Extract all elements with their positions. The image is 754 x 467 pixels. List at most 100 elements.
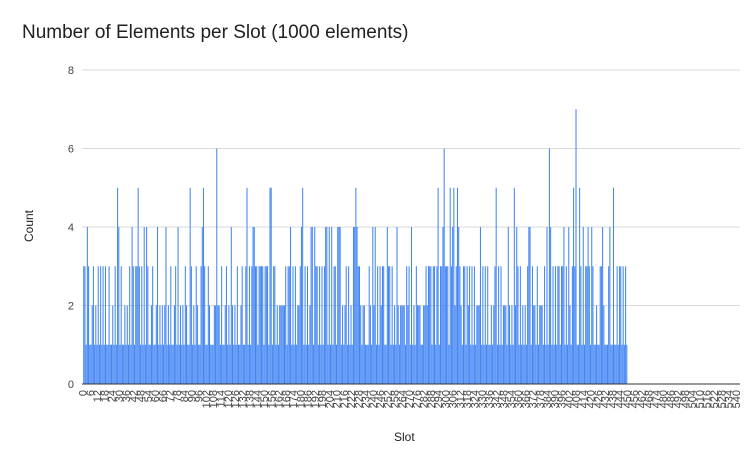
bar — [159, 305, 161, 384]
bar — [365, 344, 367, 384]
bars — [83, 109, 628, 384]
bar — [539, 305, 541, 384]
x-tick-label: 492 — [673, 390, 685, 408]
x-tick-label: 234 — [361, 390, 373, 408]
x-tick-label: 468 — [644, 390, 656, 408]
x-tick-label: 132 — [237, 390, 249, 408]
bar — [229, 344, 231, 384]
bar — [392, 344, 394, 384]
bar — [89, 344, 91, 384]
bar — [604, 344, 606, 384]
bar — [304, 266, 306, 384]
bar — [400, 305, 402, 384]
x-tick-label: 486 — [665, 390, 677, 408]
bar — [446, 266, 448, 384]
bar — [626, 344, 628, 384]
bar — [286, 344, 288, 384]
bar — [254, 266, 256, 384]
bar — [597, 344, 599, 384]
bar — [256, 266, 258, 384]
bar — [291, 344, 293, 384]
bar — [303, 344, 305, 384]
bar — [579, 187, 581, 384]
x-tick-label: 372 — [528, 390, 540, 408]
bar — [577, 344, 579, 384]
bar — [358, 266, 361, 384]
bar — [215, 305, 217, 384]
bar — [615, 344, 617, 384]
bar — [453, 187, 455, 384]
bar — [599, 266, 601, 384]
x-tick-label: 240 — [368, 390, 380, 408]
x-tick-label: 246 — [375, 390, 387, 408]
bar — [386, 227, 388, 384]
bar — [469, 266, 471, 384]
bar — [401, 305, 403, 384]
x-tick-label: 354 — [506, 390, 518, 408]
x-tick-label: 180 — [295, 390, 307, 408]
bar — [546, 227, 548, 384]
bar — [470, 344, 472, 384]
bar — [622, 266, 624, 384]
x-tick-label: 456 — [629, 390, 641, 408]
x-tick-label: 84 — [179, 390, 191, 402]
bar — [131, 227, 133, 384]
bar — [567, 344, 569, 384]
bar — [518, 344, 520, 384]
bar — [154, 344, 156, 384]
x-tick-label: 66 — [157, 390, 169, 402]
x-tick-label: 72 — [165, 390, 177, 402]
bar — [202, 187, 204, 384]
bar — [121, 344, 123, 384]
bar — [602, 227, 604, 384]
bar — [352, 227, 354, 384]
bar — [274, 266, 276, 384]
x-tick-label: 432 — [600, 390, 612, 408]
bar — [556, 344, 558, 384]
bar — [231, 305, 234, 384]
bar — [372, 227, 374, 384]
bar — [163, 344, 165, 384]
bar — [210, 344, 212, 384]
bar — [138, 266, 140, 384]
x-tick-labels: 0612182430364248546066727884909610210811… — [78, 390, 743, 408]
bar — [265, 266, 267, 384]
bar — [190, 266, 192, 384]
x-tick-label: 186 — [303, 390, 315, 408]
bar — [575, 109, 577, 384]
bar — [153, 344, 155, 384]
x-tick-label: 156 — [266, 390, 278, 408]
bar — [557, 266, 559, 384]
bar — [356, 227, 358, 384]
x-tick-label: 60 — [150, 390, 162, 402]
bar — [522, 305, 524, 384]
x-tick-label: 144 — [252, 390, 264, 408]
bar — [407, 305, 409, 384]
bar — [458, 227, 460, 384]
bar — [251, 266, 253, 384]
bar — [96, 344, 98, 384]
bar — [535, 344, 537, 384]
x-tick-label: 510 — [694, 390, 706, 408]
x-tick-label: 336 — [484, 390, 496, 408]
x-tick-label: 342 — [491, 390, 503, 408]
x-tick-label: 168 — [281, 390, 293, 408]
bar — [373, 305, 375, 384]
bar — [409, 344, 411, 384]
bar — [179, 305, 182, 384]
bar — [143, 227, 145, 384]
bar — [334, 266, 336, 384]
x-tick-label: 390 — [549, 390, 561, 408]
bar — [593, 344, 595, 384]
bar — [148, 344, 150, 384]
x-tick-label: 438 — [607, 390, 619, 408]
bar — [436, 266, 438, 384]
bar — [296, 344, 298, 384]
bar — [271, 344, 273, 384]
x-tick-label: 366 — [520, 390, 532, 408]
bar — [553, 344, 555, 384]
bar — [547, 344, 549, 384]
bar — [521, 344, 523, 384]
bar — [367, 344, 369, 384]
bar — [117, 187, 119, 384]
